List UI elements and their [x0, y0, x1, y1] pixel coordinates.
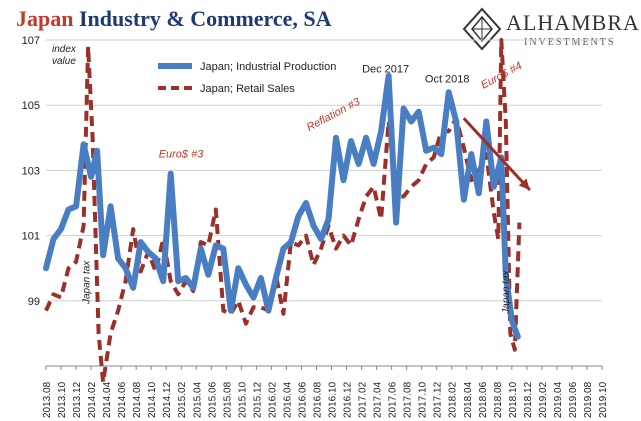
x-tick-label: 2017.08 [403, 381, 414, 418]
x-tick-label: 2019.04 [553, 381, 564, 418]
x-tick-label: 2013.10 [57, 381, 68, 418]
x-tick-label: 2018.10 [508, 381, 519, 418]
y-axis-label: index value [52, 44, 76, 67]
y-tick-label: 101 [22, 231, 40, 243]
chart-annotation: Euro$ #3 [159, 148, 205, 160]
x-tick-label: 2016.08 [312, 381, 323, 418]
x-tick-label: 2018.06 [478, 381, 489, 418]
chart-title: Japan Industry & Commerce, SA [16, 6, 332, 32]
legend-label-retail: Japan; Retail Sales [200, 83, 295, 95]
alhambra-diamond-icon [462, 7, 502, 51]
title-accent: Japan [16, 6, 74, 31]
chart-annotation: Oct 2018 [425, 73, 470, 85]
x-tick-label: 2019.08 [583, 381, 594, 418]
x-tick-label: 2014.08 [132, 381, 143, 418]
x-tick-label: 2014.02 [87, 381, 98, 418]
x-tick-label: 2013.08 [42, 381, 53, 418]
chart-annotation: Dec 2017 [362, 64, 409, 76]
x-tick-label: 2013.12 [72, 381, 83, 418]
x-tick-label: 2014.10 [147, 381, 158, 418]
x-tick-label: 2017.02 [358, 381, 369, 418]
x-tick-label: 2019.06 [568, 381, 579, 418]
x-tick-label: 2018.04 [463, 381, 474, 418]
y-tick-label: 105 [22, 100, 40, 112]
legend-label-industrial: Japan; Industrial Production [200, 61, 336, 73]
y-tick-label: 103 [22, 165, 40, 177]
title-rest: Industry & Commerce, SA [73, 6, 332, 31]
chart-annotation: Reflation #3 [305, 95, 363, 134]
x-tick-label: 2016.04 [282, 381, 293, 418]
x-tick-label: 2019.10 [598, 381, 609, 418]
logo-sub: INVESTMENTS [524, 37, 616, 48]
x-tick-label: 2014.06 [117, 381, 128, 418]
x-tick-label: 2018.02 [448, 381, 459, 418]
x-tick-label: 2017.06 [388, 381, 399, 418]
x-tick-label: 2018.08 [493, 381, 504, 418]
y-tick-label: 99 [28, 296, 40, 308]
series-industrial-production-line [43, 72, 521, 340]
x-tick-label: 2015.08 [222, 381, 233, 418]
x-tick-label: 2016.12 [343, 381, 354, 418]
trend-arrow-head [518, 178, 530, 190]
x-tick-label: 2015.06 [207, 381, 218, 418]
trend-arrow-line [462, 117, 531, 191]
x-tick-label: 2016.02 [267, 381, 278, 418]
x-tick-label: 2014.04 [102, 381, 113, 418]
x-tick-label: 2019.02 [538, 381, 549, 418]
chart-annotation: Japan tax [82, 260, 93, 305]
logo-brand: ALHAMBRA [506, 10, 640, 35]
x-tick-label: 2014.12 [162, 381, 173, 418]
y-tick-label: 107 [22, 35, 40, 47]
x-tick-label: 2017.10 [418, 381, 429, 418]
x-tick-label: 2016.06 [297, 381, 308, 418]
x-tick-label: 2015.02 [177, 381, 188, 418]
chart-annotation: Japan tax [501, 269, 512, 314]
brand-logo: ALHAMBRA INVESTMENTS [458, 4, 640, 54]
x-tick-label: 2017.04 [373, 381, 384, 418]
x-tick-label: 2015.04 [192, 381, 203, 418]
x-tick-label: 2015.12 [252, 381, 263, 418]
x-tick-label: 2015.10 [237, 381, 248, 418]
x-tick-label: 2018.12 [523, 381, 534, 418]
x-tick-label: 2016.10 [328, 381, 339, 418]
x-tick-label: 2017.12 [433, 381, 444, 418]
